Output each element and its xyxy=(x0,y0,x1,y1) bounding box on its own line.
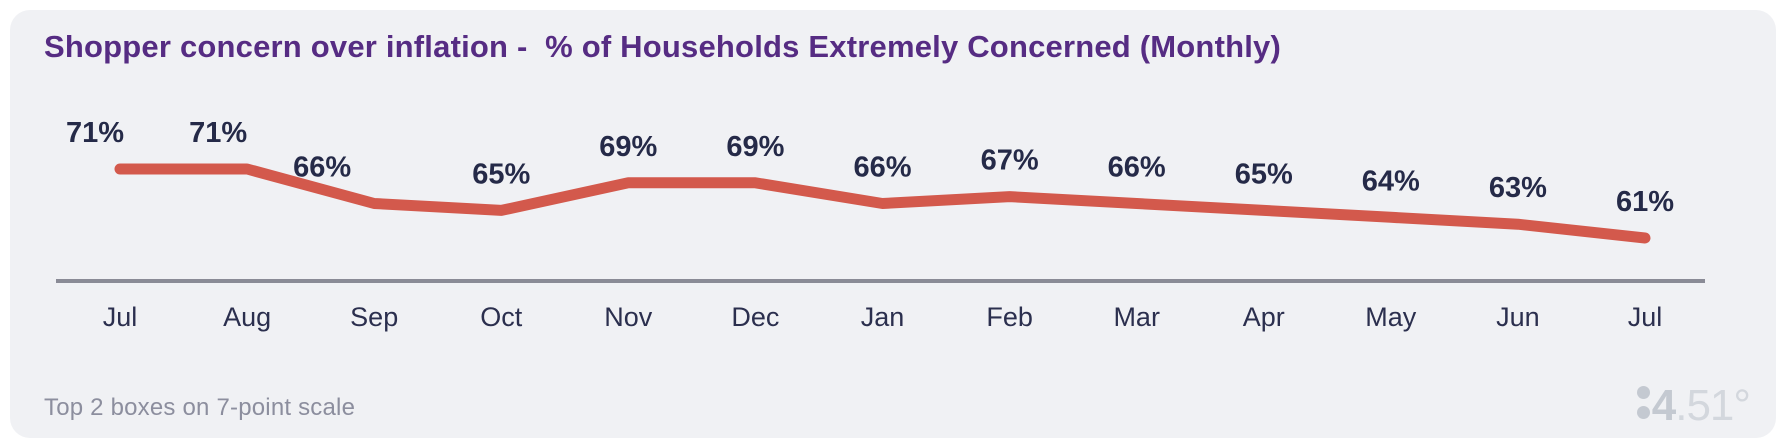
data-label: 61% xyxy=(1616,186,1674,218)
chart-title: Shopper concern over inflation - % of Ho… xyxy=(44,29,1281,64)
data-label: 63% xyxy=(1489,172,1547,204)
chart-card: Shopper concern over inflation - % of Ho… xyxy=(10,10,1776,438)
value-labels: 71% 71% 66% 65% 69% 69% 66% 67% 66% 65% 64% 63% 61% xyxy=(66,117,1674,218)
data-label: 71% xyxy=(66,117,124,149)
brand-logo: 4 .51° xyxy=(1636,381,1751,430)
x-tick-label: Jul xyxy=(103,302,138,332)
x-tick-label: Jun xyxy=(1496,302,1540,332)
data-label: 69% xyxy=(726,131,784,163)
data-label: 65% xyxy=(472,158,530,190)
x-axis-tick-labels: Jul Aug Sep Oct Nov Dec Jan Feb Mar Apr May Jun Jul xyxy=(103,302,1663,332)
x-tick-label: Mar xyxy=(1113,302,1160,332)
x-tick-label: Apr xyxy=(1243,302,1285,332)
logo-digits-51: .51° xyxy=(1675,381,1751,430)
trend-line xyxy=(114,163,1651,244)
line-chart: 71% 71%66% 65%69% 69%66% 67% 66% 65% 64% 63% 61% … xyxy=(56,117,1705,332)
data-label: 64% xyxy=(1362,165,1420,197)
data-label: 66% xyxy=(1108,152,1166,184)
x-tick-label: Aug xyxy=(223,302,271,332)
footnote: Top 2 boxes on 7-point scale xyxy=(44,394,356,421)
data-label: 71% xyxy=(189,117,247,149)
x-tick-label: Feb xyxy=(986,302,1033,332)
x-tick-label: Nov xyxy=(604,302,653,332)
x-tick-label: Jan xyxy=(861,302,905,332)
data-label: 65% xyxy=(1235,158,1293,190)
x-tick-label: Dec xyxy=(731,302,779,332)
logo-8-icon xyxy=(1636,386,1650,419)
x-tick-label: May xyxy=(1365,302,1417,332)
logo-digit-4: 4 xyxy=(1651,381,1677,430)
data-label: 69% xyxy=(599,131,657,163)
data-label: 66% xyxy=(853,152,911,184)
data-label: 66% xyxy=(293,152,351,184)
x-tick-label: Jul xyxy=(1628,302,1663,332)
x-tick-label: Oct xyxy=(480,302,523,332)
x-tick-label: Sep xyxy=(350,302,398,332)
data-label: 67% xyxy=(981,145,1039,177)
